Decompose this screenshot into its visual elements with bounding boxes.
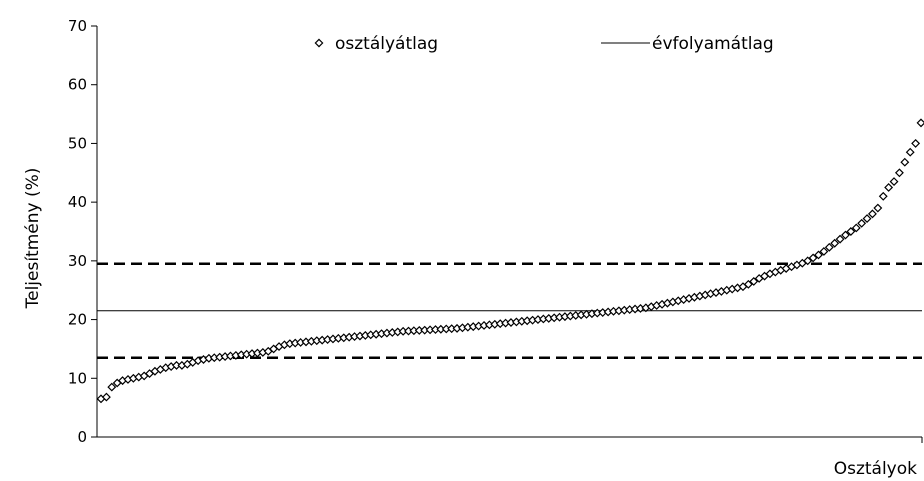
data-point [905,147,915,157]
y-tick-label-50: 50 [68,134,87,152]
y-axis-ticks [91,25,923,443]
x-axis-title: Osztályok [834,459,917,479]
data-point [889,177,899,187]
data-point [851,223,861,233]
y-axis-title: Teljesítmény (%) [23,168,43,310]
data-point [857,218,867,228]
data-point [824,242,834,252]
data-point [835,234,845,244]
y-tick-label-20: 20 [68,311,87,329]
data-point [819,247,829,256]
data-point [803,256,813,266]
y-tick-label-30: 30 [68,252,87,270]
data-point [894,168,904,178]
data-point [808,253,818,263]
y-tick-label-60: 60 [68,76,87,94]
data-point [841,230,850,240]
data-point [900,157,910,167]
y-tick-label-70: 70 [68,17,87,35]
legend-label-class-average: osztályátlag [335,34,438,54]
legend-label-grade-average: évfolyamátlag [652,34,774,54]
y-tick-label-10: 10 [68,369,87,387]
data-point [830,238,840,248]
data-point [101,392,111,402]
legend-diamond [314,38,324,48]
data-point [743,279,753,289]
data-point [878,191,888,201]
class-average-markers [96,118,924,404]
y-axis-tick-labels: 0 10 20 30 40 50 60 70 [68,17,87,446]
data-point [846,227,856,236]
data-point [749,276,759,286]
data-point [814,250,823,260]
y-tick-label-40: 40 [68,193,87,211]
data-point [884,183,894,192]
data-point [916,118,924,128]
legend: osztályátlag évfolyamátlag [314,34,774,54]
data-point [107,382,117,392]
data-point [862,214,872,224]
y-tick-label-0: 0 [77,428,87,446]
legend-diamond-marker [314,38,324,48]
data-point [911,138,921,148]
data-point [873,203,883,213]
data-point [867,209,877,219]
